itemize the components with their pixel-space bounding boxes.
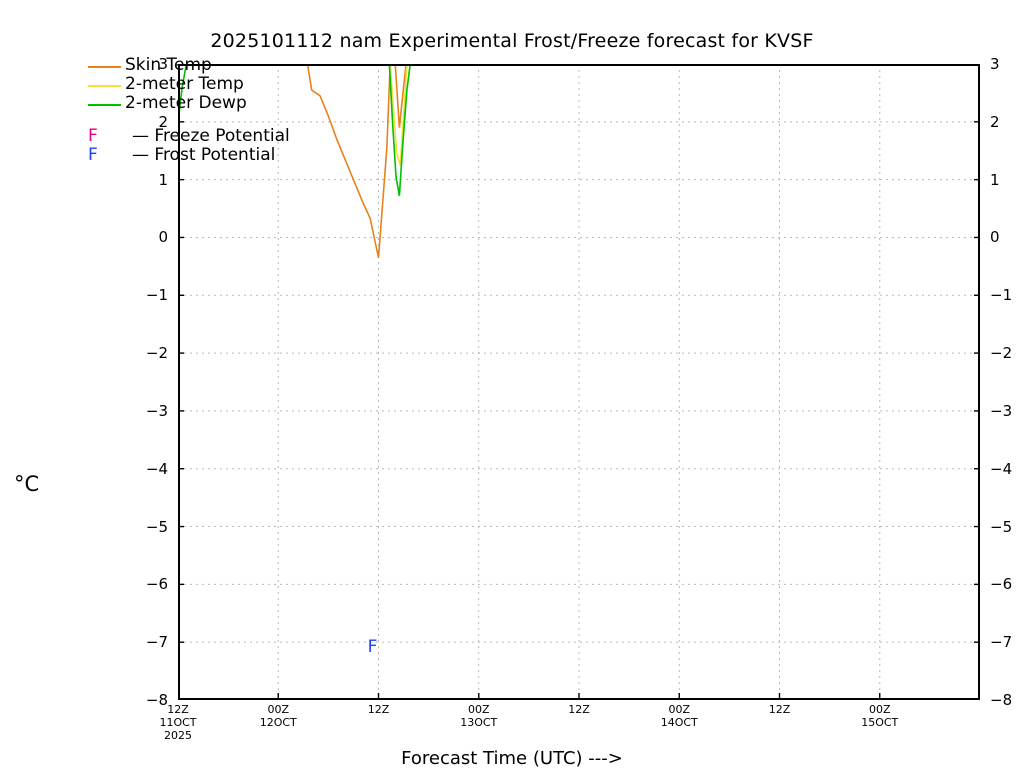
y-tick-label-left: −6: [145, 575, 168, 594]
x-tick-date: 15OCT: [861, 716, 899, 729]
frost-potential-marker: F: [367, 636, 378, 657]
chart-legend: Skin Temp 2-meter Temp 2-meter Dewp F — …: [88, 55, 418, 166]
legend-label-skin-temp: Skin Temp: [125, 55, 212, 75]
x-tick-time: 12Z: [768, 703, 791, 716]
y-tick-label-left: −3: [145, 401, 168, 420]
x-tick-time: 12Z: [367, 703, 390, 716]
x-tick-date: 11OCT: [159, 716, 197, 729]
x-tick-year: 2025: [164, 729, 192, 742]
plot-area: [178, 64, 980, 700]
y-tick-label-left: 3: [158, 55, 168, 73]
plot-svg: [178, 64, 980, 700]
y-tick-label-right: −8: [990, 691, 1013, 709]
y-tick-label-right: −4: [990, 459, 1013, 478]
legend-item-2m-temp: 2-meter Temp: [88, 74, 418, 96]
x-axis-label: Forecast Time (UTC) --->: [401, 748, 623, 769]
chart-title: 2025101112 nam Experimental Frost/Freeze…: [210, 30, 814, 52]
legend-item-2m-dewp: 2-meter Dewp: [88, 93, 418, 115]
legend-swatch-skin-temp: [88, 66, 121, 68]
y-tick-label-right: −3: [990, 401, 1013, 420]
legend-item-skin-temp: Skin Temp: [88, 55, 418, 77]
x-tick-date: 13OCT: [460, 716, 498, 729]
legend-label-2m-dewp: 2-meter Dewp: [125, 93, 247, 113]
y-tick-label-left: −8: [145, 691, 168, 709]
y-tick-label-left: 0: [158, 228, 168, 247]
y-tick-label-right: −5: [990, 517, 1013, 536]
x-tick-time: 00Z: [467, 703, 490, 716]
x-tick-label: 12Z: [339, 703, 419, 716]
y-tick-label-left: −4: [145, 459, 168, 478]
legend-label-2m-temp: 2-meter Temp: [125, 74, 244, 94]
legend-swatch-2m-dewp: [88, 104, 121, 106]
x-tick-label: 12Z: [740, 703, 820, 716]
x-tick-label: 00Z 12OCT: [238, 703, 318, 729]
x-tick-label: 00Z 13OCT: [439, 703, 519, 729]
x-tick-label: 12Z 11OCT 2025: [138, 703, 218, 742]
y-tick-label-right: 0: [990, 228, 1000, 247]
series-line-2-meter-temp: [389, 64, 408, 166]
y-tick-label-right: 2: [990, 112, 1000, 131]
legend-symbol-frost: F: [88, 145, 98, 165]
legend-item-frost-potential: F — Frost Potential: [88, 145, 418, 166]
series-line-2-meter-dewp: [178, 64, 412, 196]
y-tick-label-right: 1: [990, 170, 1000, 189]
x-tick-time: 12Z: [167, 703, 189, 716]
y-axis-label: °C: [14, 472, 40, 496]
legend-label-frost-potential: — Frost Potential: [132, 145, 276, 165]
x-tick-date: 14OCT: [660, 716, 698, 729]
y-tick-label-left: −1: [145, 286, 168, 305]
legend-symbol-freeze: F: [88, 126, 98, 146]
x-tick-label: 12Z: [539, 703, 619, 716]
y-tick-label-left: 1: [158, 170, 168, 189]
x-tick-time: 00Z: [668, 703, 691, 716]
x-tick-time: 00Z: [267, 703, 290, 716]
y-tick-label-right: −7: [990, 633, 1013, 652]
y-tick-label-right: −1: [990, 286, 1013, 305]
x-tick-time: 00Z: [868, 703, 891, 716]
y-tick-label-right: 3: [990, 55, 1000, 73]
plot-frame: [178, 64, 980, 700]
y-tick-label-left: −7: [145, 633, 168, 652]
legend-label-freeze-potential: — Freeze Potential: [132, 126, 290, 146]
x-tick-time: 12Z: [568, 703, 590, 716]
x-tick-date: 12OCT: [259, 716, 297, 729]
series-line-skin-temp: [306, 64, 407, 258]
y-tick-label-left: 2: [158, 112, 168, 131]
y-tick-label-right: −2: [990, 344, 1013, 363]
y-tick-label-right: −6: [990, 575, 1013, 594]
x-tick-label: 00Z 14OCT: [639, 703, 719, 729]
y-tick-label-left: −2: [145, 344, 168, 363]
legend-swatch-2m-temp: [88, 85, 121, 87]
x-tick-label: 00Z 15OCT: [840, 703, 920, 729]
y-tick-label-left: −5: [145, 517, 168, 536]
legend-item-freeze-potential: F — Freeze Potential: [88, 126, 418, 147]
